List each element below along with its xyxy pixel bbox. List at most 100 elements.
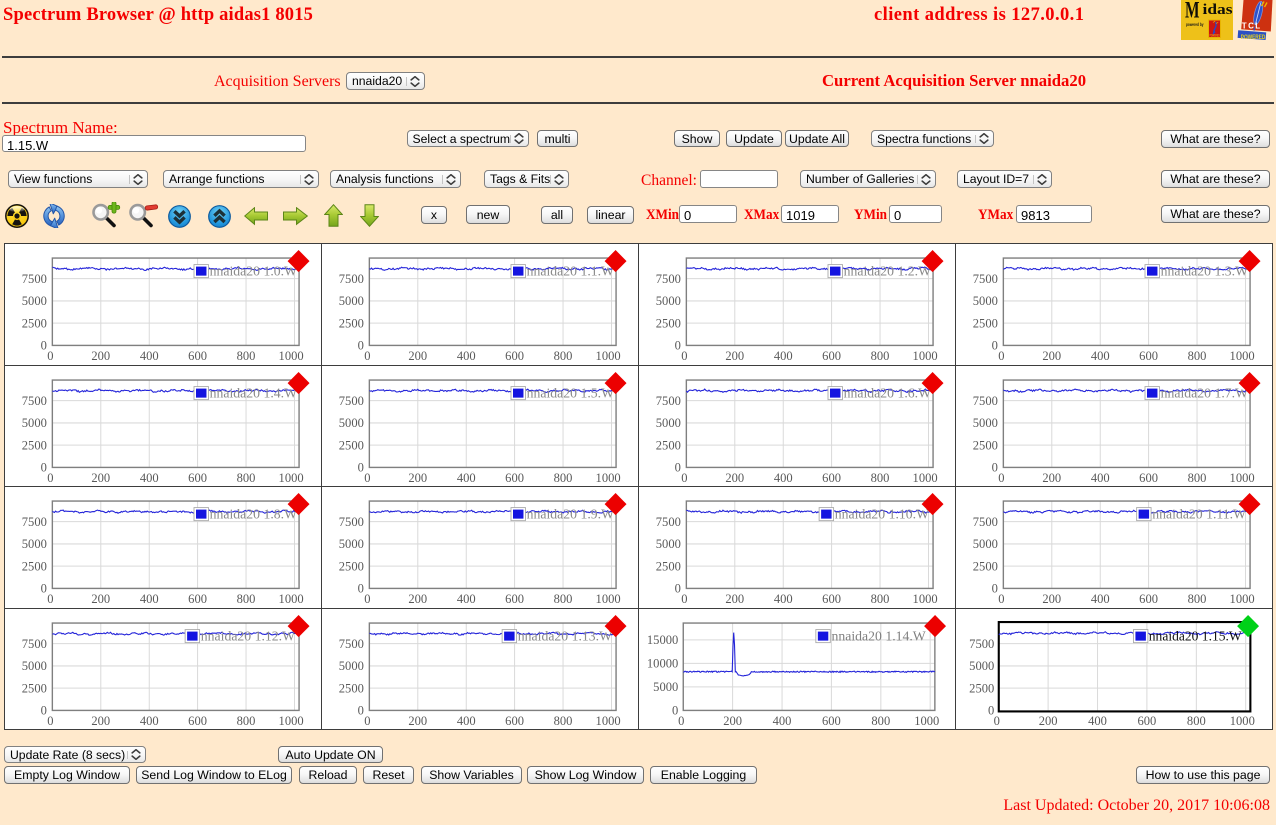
svg-text:200: 200 bbox=[408, 592, 427, 606]
svg-text:2500: 2500 bbox=[339, 681, 364, 695]
svg-text:400: 400 bbox=[140, 349, 159, 363]
svg-text:nnaida20 1.3.W: nnaida20 1.3.W bbox=[1161, 263, 1248, 278]
svg-text:1000: 1000 bbox=[914, 713, 939, 727]
svg-text:nnaida20 1.2.W: nnaida20 1.2.W bbox=[844, 263, 931, 278]
svg-text:nnaida20 1.7.W: nnaida20 1.7.W bbox=[1161, 385, 1248, 400]
svg-text:5000: 5000 bbox=[339, 294, 364, 308]
svg-text:0: 0 bbox=[364, 592, 370, 606]
svg-text:1000: 1000 bbox=[913, 349, 938, 363]
svg-text:200: 200 bbox=[408, 349, 427, 363]
svg-text:nnaida20 1.13.W: nnaida20 1.13.W bbox=[518, 628, 612, 643]
svg-text:2500: 2500 bbox=[22, 438, 47, 452]
svg-text:1000: 1000 bbox=[1230, 592, 1255, 606]
svg-text:nnaida20 1.9.W: nnaida20 1.9.W bbox=[527, 506, 614, 521]
svg-text:0: 0 bbox=[358, 460, 364, 474]
svg-text:600: 600 bbox=[188, 592, 207, 606]
svg-text:1000: 1000 bbox=[279, 713, 304, 727]
svg-text:0: 0 bbox=[364, 349, 370, 363]
svg-text:7500: 7500 bbox=[973, 393, 998, 407]
svg-text:0: 0 bbox=[41, 703, 47, 717]
svg-text:0: 0 bbox=[358, 339, 364, 353]
svg-text:0: 0 bbox=[998, 592, 1004, 606]
svg-text:2500: 2500 bbox=[656, 559, 681, 573]
svg-text:0: 0 bbox=[47, 470, 53, 484]
svg-text:0: 0 bbox=[358, 582, 364, 596]
svg-text:600: 600 bbox=[1137, 713, 1156, 727]
svg-text:800: 800 bbox=[1188, 349, 1207, 363]
svg-text:5000: 5000 bbox=[339, 537, 364, 551]
svg-text:nnaida20 1.15.W: nnaida20 1.15.W bbox=[1149, 628, 1242, 643]
svg-text:7500: 7500 bbox=[656, 393, 681, 407]
svg-text:2500: 2500 bbox=[973, 438, 998, 452]
svg-text:600: 600 bbox=[822, 592, 841, 606]
svg-text:2500: 2500 bbox=[22, 559, 47, 573]
svg-text:5000: 5000 bbox=[973, 416, 998, 430]
svg-text:2500: 2500 bbox=[22, 316, 47, 330]
svg-text:400: 400 bbox=[457, 349, 476, 363]
svg-text:0: 0 bbox=[364, 470, 370, 484]
svg-text:800: 800 bbox=[871, 470, 890, 484]
svg-text:800: 800 bbox=[871, 592, 890, 606]
svg-text:7500: 7500 bbox=[22, 393, 47, 407]
svg-text:nnaida20 1.6.W: nnaida20 1.6.W bbox=[844, 385, 931, 400]
svg-text:800: 800 bbox=[1187, 713, 1206, 727]
svg-text:7500: 7500 bbox=[969, 636, 994, 650]
svg-text:nnaida20 1.0.W: nnaida20 1.0.W bbox=[210, 263, 297, 278]
svg-text:0: 0 bbox=[992, 460, 998, 474]
svg-text:0: 0 bbox=[998, 349, 1004, 363]
svg-text:200: 200 bbox=[91, 349, 110, 363]
svg-text:5000: 5000 bbox=[339, 416, 364, 430]
svg-text:POWERED: POWERED bbox=[1210, 33, 1220, 37]
svg-text:1000: 1000 bbox=[913, 592, 938, 606]
svg-text:400: 400 bbox=[774, 592, 793, 606]
svg-text:0: 0 bbox=[47, 592, 53, 606]
svg-text:10000: 10000 bbox=[647, 656, 678, 670]
svg-text:7500: 7500 bbox=[973, 272, 998, 286]
svg-text:powered by: powered by bbox=[1186, 22, 1204, 27]
svg-text:200: 200 bbox=[1042, 349, 1061, 363]
svg-text:7500: 7500 bbox=[22, 272, 47, 286]
svg-text:nnaida20 1.8.W: nnaida20 1.8.W bbox=[210, 506, 297, 521]
svg-text:0: 0 bbox=[994, 713, 1000, 727]
svg-text:800: 800 bbox=[237, 713, 256, 727]
svg-text:0: 0 bbox=[678, 713, 684, 727]
svg-text:1000: 1000 bbox=[1230, 713, 1255, 727]
svg-text:nnaida20 1.5.W: nnaida20 1.5.W bbox=[527, 385, 614, 400]
svg-text:600: 600 bbox=[505, 713, 524, 727]
svg-text:nnaida20 1.1.W: nnaida20 1.1.W bbox=[527, 263, 614, 278]
svg-text:0: 0 bbox=[992, 339, 998, 353]
svg-text:800: 800 bbox=[237, 349, 256, 363]
svg-text:2500: 2500 bbox=[22, 681, 47, 695]
svg-text:5000: 5000 bbox=[656, 537, 681, 551]
svg-text:2500: 2500 bbox=[339, 438, 364, 452]
svg-text:400: 400 bbox=[140, 713, 159, 727]
svg-text:800: 800 bbox=[554, 349, 573, 363]
svg-text:400: 400 bbox=[1091, 349, 1110, 363]
svg-text:0: 0 bbox=[675, 339, 681, 353]
svg-text:200: 200 bbox=[91, 592, 110, 606]
svg-text:800: 800 bbox=[237, 470, 256, 484]
svg-text:0: 0 bbox=[675, 460, 681, 474]
svg-text:400: 400 bbox=[773, 713, 792, 727]
svg-text:1000: 1000 bbox=[913, 470, 938, 484]
svg-text:2500: 2500 bbox=[339, 559, 364, 573]
svg-text:0: 0 bbox=[675, 582, 681, 596]
svg-text:200: 200 bbox=[1042, 470, 1061, 484]
svg-text:0: 0 bbox=[681, 592, 687, 606]
svg-text:0: 0 bbox=[681, 470, 687, 484]
svg-text:0: 0 bbox=[47, 713, 53, 727]
svg-text:800: 800 bbox=[871, 713, 890, 727]
svg-text:600: 600 bbox=[822, 713, 841, 727]
svg-text:400: 400 bbox=[1088, 713, 1107, 727]
svg-text:TCL: TCL bbox=[1242, 22, 1262, 31]
svg-text:1000: 1000 bbox=[596, 592, 621, 606]
svg-text:5000: 5000 bbox=[22, 659, 47, 673]
svg-text:15000: 15000 bbox=[647, 633, 678, 647]
svg-text:200: 200 bbox=[408, 470, 427, 484]
svg-text:400: 400 bbox=[457, 470, 476, 484]
svg-text:800: 800 bbox=[237, 592, 256, 606]
svg-text:200: 200 bbox=[1039, 713, 1058, 727]
svg-text:5000: 5000 bbox=[339, 659, 364, 673]
svg-text:800: 800 bbox=[554, 713, 573, 727]
svg-text:600: 600 bbox=[1139, 470, 1158, 484]
